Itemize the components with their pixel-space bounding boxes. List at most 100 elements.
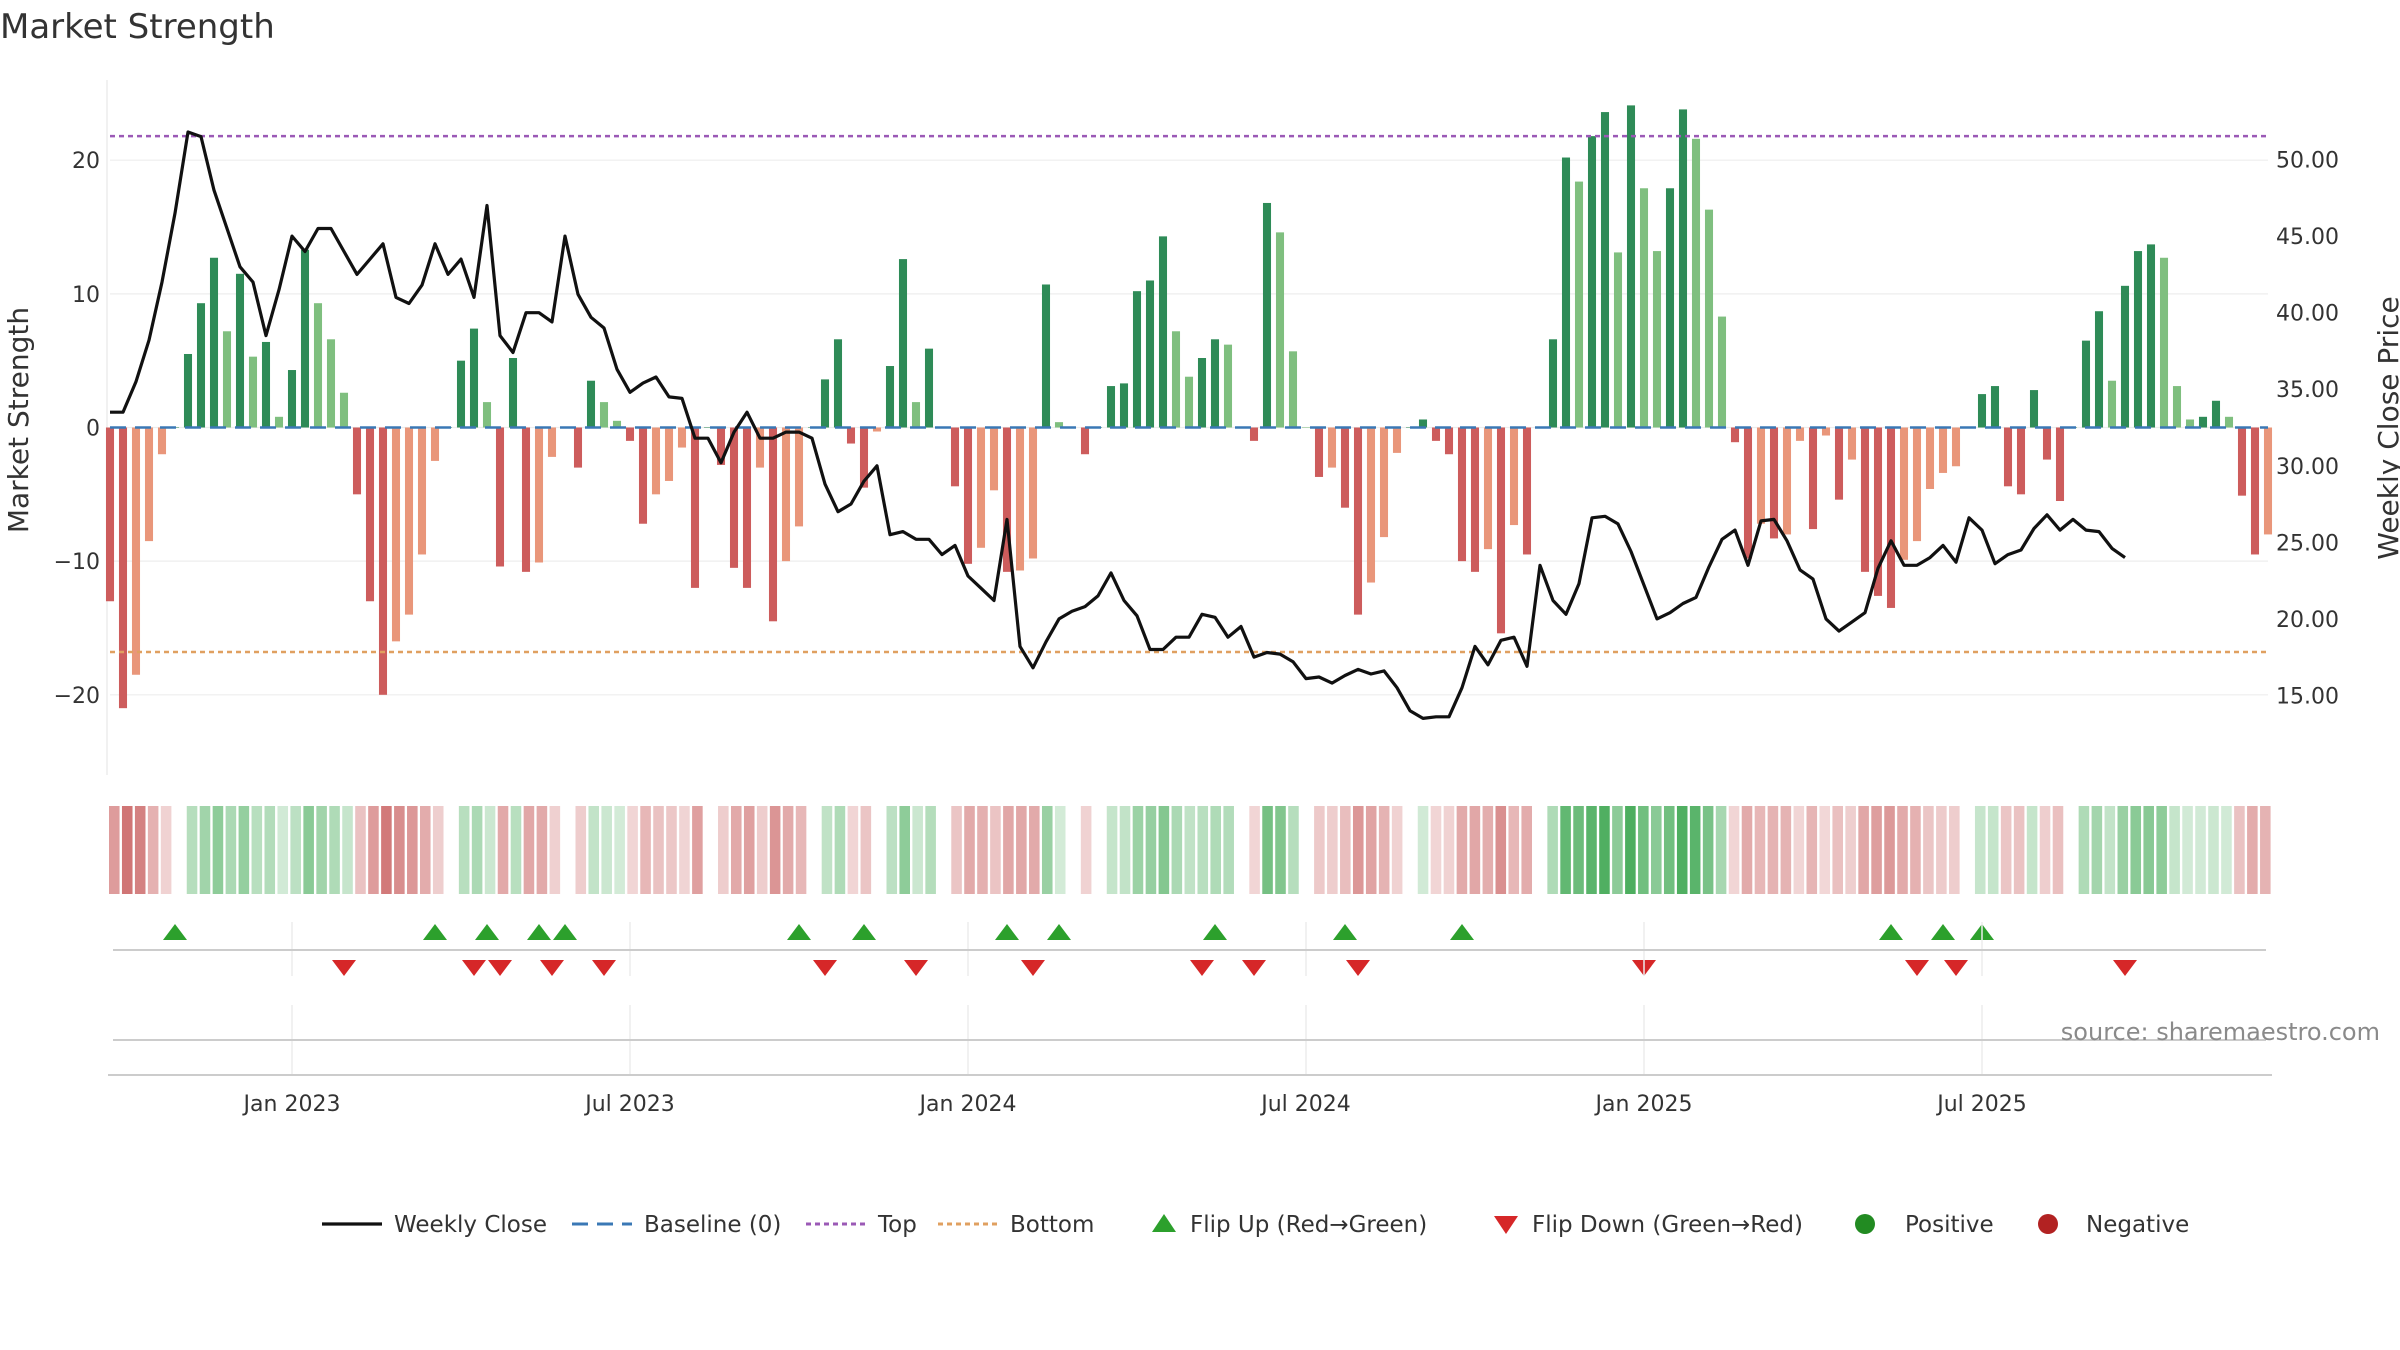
x-tick-label: Jul 2024 — [1259, 1092, 1351, 1117]
flip-down-marker — [540, 960, 564, 976]
strength-cell — [834, 806, 846, 894]
legend: Weekly Close Baseline (0) Top Bottom Flip Up… — [322, 1212, 2189, 1238]
strength-cell — [160, 806, 172, 894]
right-tick-label: 35.00 — [2276, 378, 2339, 403]
strength-cell — [1612, 806, 1623, 894]
strength-cell — [692, 806, 703, 894]
strength-cell — [563, 806, 574, 894]
strength-bar — [1145, 280, 1155, 428]
strength-bar — [534, 427, 544, 563]
strength-cell — [614, 806, 625, 894]
strength-bar — [144, 427, 154, 542]
strength-cell — [809, 806, 820, 894]
strength-bar — [1015, 427, 1025, 571]
strength-cell — [1210, 806, 1221, 894]
strength-bar — [300, 249, 310, 428]
strength-bar — [2263, 427, 2273, 535]
strength-cell — [1456, 806, 1468, 894]
x-tick-label: Jul 2025 — [1935, 1092, 2027, 1117]
strength-bar — [482, 402, 492, 428]
strength-bar — [326, 339, 336, 428]
right-tick-label: 20.00 — [2276, 608, 2339, 633]
strength-cell — [1132, 806, 1144, 894]
strength-bar — [820, 379, 830, 428]
legend-label-top: Top — [877, 1212, 917, 1238]
strength-bar — [1782, 427, 1792, 535]
strength-cell — [2247, 806, 2258, 894]
strength-cell — [1962, 806, 1973, 894]
strength-cell — [1275, 806, 1286, 894]
strength-bar — [2250, 427, 2260, 555]
strength-bar — [1769, 427, 1779, 539]
strength-bar — [2224, 416, 2234, 428]
strength-bar — [1886, 427, 1896, 608]
flip-down-marker — [332, 960, 356, 976]
strength-bar — [1574, 181, 1584, 428]
right-axis-title: Weekly Close Price — [2372, 296, 2400, 559]
strength-cell — [394, 806, 405, 894]
flip-up-marker — [1203, 924, 1227, 940]
strength-cell — [1417, 806, 1429, 894]
strength-bar — [664, 427, 674, 481]
strength-bar — [794, 427, 804, 527]
strength-bar — [2133, 251, 2143, 428]
strength-cell — [238, 806, 250, 894]
left-tick-label: 20 — [72, 149, 100, 174]
strength-cell — [860, 806, 872, 894]
strength-cell — [1936, 806, 1947, 894]
flip-up-marker — [163, 924, 187, 940]
strength-bar — [651, 427, 661, 495]
strength-bar — [352, 427, 362, 495]
strength-bar — [1847, 427, 1857, 460]
strength-cell — [2066, 806, 2077, 894]
strength-cell — [1923, 806, 1934, 894]
strength-bar — [1912, 427, 1922, 542]
strength-cell — [588, 806, 600, 894]
strength-cell — [1987, 806, 1999, 894]
flip-up-marker — [553, 924, 577, 940]
strength-cell — [1949, 806, 1960, 894]
legend-flip-down-swatch — [1494, 1216, 1518, 1234]
strength-cell — [549, 806, 561, 894]
strength-bar — [963, 427, 973, 564]
strength-cell — [1119, 806, 1131, 894]
flip-down-marker — [1944, 960, 1968, 976]
strength-bar — [1223, 344, 1233, 428]
flip-down-marker — [592, 960, 616, 976]
left-y-axis: 20 10 0 −10 −20 — [54, 149, 100, 709]
strength-bar — [716, 427, 726, 465]
strength-cell — [290, 806, 301, 894]
strength-cell — [1586, 806, 1597, 894]
strength-bar — [1496, 427, 1506, 634]
strength-cell — [601, 806, 612, 894]
flip-up-marker — [475, 924, 499, 940]
strength-bar — [1314, 427, 1324, 477]
strength-cell — [1638, 806, 1649, 894]
flip-down-marker — [904, 960, 928, 976]
strength-cell — [1754, 806, 1766, 894]
strength-cell — [264, 806, 276, 894]
strength-cell — [355, 806, 366, 894]
strength-cell — [1197, 806, 1209, 894]
strength-cell — [1832, 806, 1843, 894]
right-tick-label: 30.00 — [2276, 455, 2339, 480]
strength-cell — [1599, 806, 1610, 894]
strength-bar — [1002, 427, 1012, 572]
strength-cell — [718, 806, 729, 894]
strength-bar — [2237, 427, 2247, 496]
strength-cell — [1495, 806, 1507, 894]
strength-bar — [1431, 427, 1441, 441]
strength-bar — [2198, 416, 2208, 428]
strength-bar — [1925, 427, 1935, 489]
strength-cell — [2221, 806, 2232, 894]
strength-cell — [419, 806, 431, 894]
strength-bar — [1600, 112, 1610, 428]
strength-cell — [1352, 806, 1364, 894]
strength-bar — [911, 402, 921, 428]
strength-bar — [1132, 291, 1142, 428]
strength-bar — [469, 328, 479, 428]
strength-bar — [1054, 422, 1064, 428]
strength-cell — [847, 806, 859, 894]
legend-label-close: Weekly Close — [394, 1212, 547, 1238]
